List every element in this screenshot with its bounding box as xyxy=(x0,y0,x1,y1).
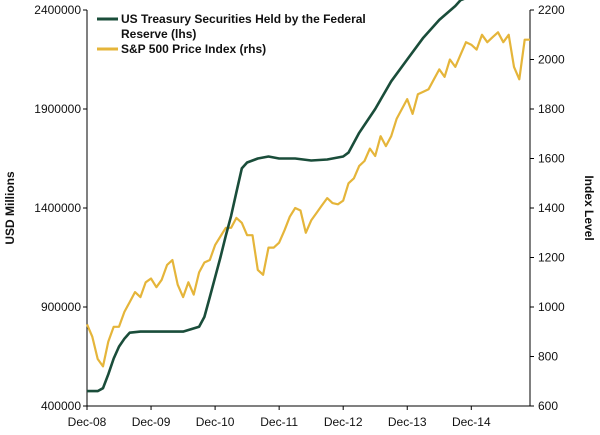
right-tick-label: 800 xyxy=(538,350,558,364)
right-tick-label: 2200 xyxy=(538,3,565,17)
right-tick-label: 1200 xyxy=(538,251,565,265)
x-tick-label: Dec-09 xyxy=(132,415,171,429)
x-tick-label: Dec-11 xyxy=(260,415,298,429)
legend-label-treasury: US Treasury Securities Held by the Feder… xyxy=(121,12,366,26)
left-y-axis-title: USD Millions xyxy=(3,171,17,245)
series-line-treasury xyxy=(87,0,465,393)
right-tick-label: 2000 xyxy=(538,53,565,67)
x-tick-label: Dec-14 xyxy=(452,415,491,429)
left-y-axis-ticks: 400000 900000 1400000 1900000 2400000 xyxy=(34,3,87,413)
legend: US Treasury Securities Held by the Feder… xyxy=(97,12,366,56)
plot-area xyxy=(86,10,531,407)
left-tick-label: 1400000 xyxy=(34,201,81,215)
x-tick-label: Dec-13 xyxy=(388,415,427,429)
x-tick-label: Dec-12 xyxy=(324,415,363,429)
right-y-axis-ticks: 600 800 1000 1200 1400 1600 1800 2000 2200 xyxy=(530,3,565,413)
right-tick-label: 1000 xyxy=(538,300,565,314)
right-tick-label: 1800 xyxy=(538,102,565,116)
left-tick-label: 900000 xyxy=(41,300,81,314)
right-tick-label: 1400 xyxy=(538,201,565,215)
right-tick-label: 1600 xyxy=(538,152,565,166)
legend-label-treasury-line2: Reserve (lhs) xyxy=(121,27,196,41)
left-tick-label: 1900000 xyxy=(34,102,81,116)
x-tick-label: Dec-10 xyxy=(196,415,235,429)
left-tick-label: 400000 xyxy=(41,399,81,413)
legend-label-sp500: S&P 500 Price Index (rhs) xyxy=(121,42,266,56)
x-axis-ticks: Dec-08 Dec-09 Dec-10 Dec-11 Dec-12 Dec-13 Dec-… xyxy=(68,406,491,429)
series-layer xyxy=(85,0,530,393)
right-y-axis-title: Index Level xyxy=(582,175,596,240)
series-line-sp500 xyxy=(85,31,530,368)
x-tick-label: Dec-08 xyxy=(68,415,107,429)
left-tick-label: 2400000 xyxy=(34,3,81,17)
right-tick-label: 600 xyxy=(538,399,558,413)
